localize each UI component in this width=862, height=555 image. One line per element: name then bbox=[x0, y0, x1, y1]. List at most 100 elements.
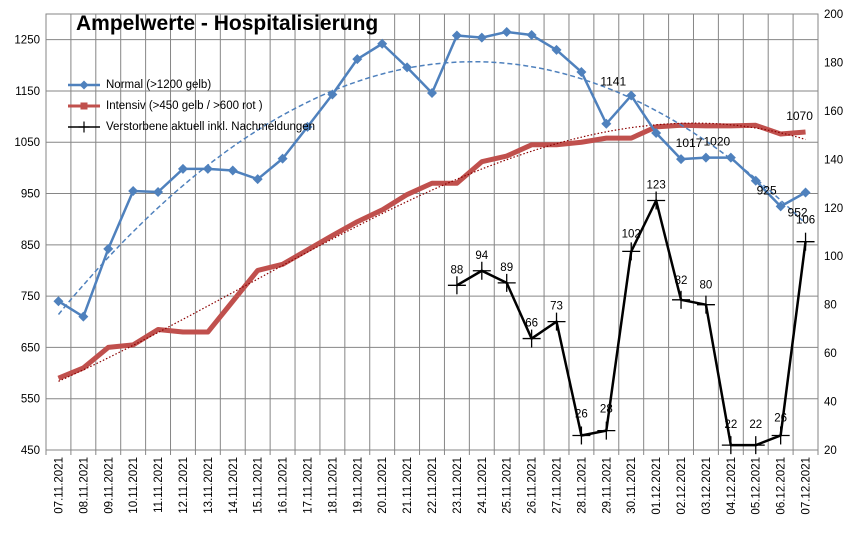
x-tick-label: 28.11.2021 bbox=[576, 457, 588, 514]
legend-diamond-line-icon bbox=[68, 80, 100, 89]
data-label-verstorbene: 89 bbox=[500, 262, 513, 274]
x-tick-label: 24.11.2021 bbox=[477, 457, 489, 514]
data-label-intensiv: 1070 bbox=[786, 109, 813, 123]
point-normal bbox=[252, 174, 263, 185]
x-tick-label: 13.11.2021 bbox=[203, 457, 215, 514]
legend-label-normal: Normal (>1200 gelb) bbox=[106, 78, 212, 91]
point-normal bbox=[775, 201, 786, 212]
point-normal bbox=[750, 175, 761, 186]
data-label-verstorbene: 22 bbox=[724, 419, 737, 431]
legend-item-normal: Normal (>1200 gelb) bbox=[66, 74, 315, 95]
data-label-normal: 1020 bbox=[703, 135, 730, 149]
point-normal bbox=[128, 185, 139, 196]
point-normal bbox=[78, 311, 89, 322]
x-tick-label: 09.11.2021 bbox=[103, 457, 115, 514]
x-tick-label: 14.11.2021 bbox=[228, 457, 240, 514]
chart-title: Ampelwerte - Hospitalisierung bbox=[76, 12, 379, 35]
x-tick-label: 27.11.2021 bbox=[552, 457, 564, 514]
x-tick-label: 02.12.2021 bbox=[676, 457, 688, 515]
point-normal bbox=[601, 118, 612, 129]
x-tick-label: 12.11.2021 bbox=[178, 457, 190, 514]
x-tick-label: 21.11.2021 bbox=[402, 457, 414, 514]
point-normal bbox=[277, 153, 288, 164]
point-normal bbox=[476, 32, 487, 43]
point-normal bbox=[377, 38, 388, 49]
point-normal bbox=[402, 62, 413, 73]
x-tick-label: 22.11.2021 bbox=[427, 457, 439, 514]
x-tick-label: 03.12.2021 bbox=[701, 457, 713, 515]
data-label-verstorbene: 73 bbox=[550, 301, 563, 313]
point-normal bbox=[451, 30, 462, 41]
data-label-verstorbene: 102 bbox=[622, 228, 641, 240]
y-left-tick-label: 450 bbox=[21, 445, 40, 457]
data-label-verstorbene: 22 bbox=[749, 419, 762, 431]
y-left-tick-label: 650 bbox=[21, 342, 40, 354]
x-tick-label: 29.11.2021 bbox=[601, 457, 613, 514]
y-right-tick-label: 100 bbox=[824, 251, 843, 263]
y-right-tick-label: 140 bbox=[824, 154, 843, 166]
x-tick-label: 10.11.2021 bbox=[128, 457, 140, 514]
point-normal bbox=[53, 296, 64, 307]
x-tick-label: 01.12.2021 bbox=[651, 457, 663, 515]
point-normal bbox=[302, 121, 313, 132]
point-normal bbox=[227, 165, 238, 176]
y-left-tick-label: 1050 bbox=[14, 137, 40, 149]
y-left-tick-label: 850 bbox=[21, 240, 40, 252]
x-tick-label: 04.12.2021 bbox=[726, 457, 738, 515]
data-label-verstorbene: 26 bbox=[774, 412, 787, 424]
point-normal bbox=[800, 187, 811, 198]
trendline-intensiv bbox=[58, 122, 806, 382]
data-label-normal: 1141 bbox=[600, 75, 626, 89]
y-right-tick-label: 200 bbox=[824, 9, 843, 21]
point-normal bbox=[202, 163, 213, 174]
x-tick-label: 07.11.2021 bbox=[53, 457, 65, 514]
x-tick-label: 18.11.2021 bbox=[327, 457, 339, 514]
data-label-verstorbene: 26 bbox=[575, 408, 588, 420]
x-tick-label: 15.11.2021 bbox=[253, 457, 265, 514]
x-tick-label: 08.11.2021 bbox=[78, 457, 90, 514]
data-label-verstorbene: 28 bbox=[600, 404, 613, 416]
legend-label-verstorbene: Verstorbene aktuell inkl. Nachmeldungen bbox=[106, 120, 316, 133]
legend-label-intensiv: Intensiv (>450 gelb / >600 rot ) bbox=[106, 99, 263, 112]
point-normal bbox=[526, 30, 537, 41]
data-label-verstorbene: 94 bbox=[475, 250, 488, 262]
y-right-tick-label: 20 bbox=[824, 445, 837, 457]
point-normal bbox=[177, 163, 188, 174]
data-label-verstorbene: 88 bbox=[451, 264, 464, 276]
legend-square-line-icon bbox=[68, 102, 100, 109]
x-tick-label: 30.11.2021 bbox=[626, 457, 638, 514]
y-right-tick-label: 180 bbox=[824, 57, 843, 69]
point-normal bbox=[551, 44, 562, 55]
point-normal bbox=[725, 152, 736, 163]
legend: Normal (>1200 gelb) Intensiv (>450 gelb … bbox=[66, 74, 315, 137]
legend-item-verstorbene: Verstorbene aktuell inkl. Nachmeldungen bbox=[66, 116, 315, 137]
y-right-tick-label: 40 bbox=[824, 397, 837, 409]
data-label-verstorbene: 106 bbox=[796, 215, 815, 227]
y-left-tick-label: 750 bbox=[21, 291, 40, 303]
plot-area bbox=[45, 13, 819, 451]
data-label-verstorbene: 123 bbox=[647, 180, 666, 192]
point-normal bbox=[352, 54, 363, 65]
x-tick-label: 25.11.2021 bbox=[502, 457, 514, 514]
data-label-verstorbene: 82 bbox=[675, 275, 688, 287]
x-tick-label: 07.12.2021 bbox=[801, 457, 813, 515]
point-normal bbox=[676, 154, 687, 165]
data-label-verstorbene: 66 bbox=[525, 318, 538, 330]
x-tick-label: 06.12.2021 bbox=[776, 457, 788, 515]
y-left-tick-label: 550 bbox=[21, 394, 40, 406]
point-normal bbox=[327, 89, 338, 100]
y-right-tick-label: 80 bbox=[824, 300, 837, 312]
x-tick-label: 23.11.2021 bbox=[452, 457, 464, 514]
y-left-tick-label: 1250 bbox=[14, 35, 40, 47]
y-left-tick-label: 1150 bbox=[15, 86, 40, 98]
point-normal bbox=[576, 66, 587, 77]
point-normal bbox=[651, 128, 662, 139]
data-label-normal: 1017 bbox=[676, 136, 703, 150]
y-right-tick-label: 60 bbox=[824, 348, 837, 360]
x-tick-label: 05.12.2021 bbox=[751, 457, 763, 515]
y-right-tick-label: 160 bbox=[824, 106, 843, 118]
x-tick-label: 26.11.2021 bbox=[527, 457, 539, 514]
legend-item-intensiv: Intensiv (>450 gelb / >600 rot ) bbox=[66, 95, 315, 116]
